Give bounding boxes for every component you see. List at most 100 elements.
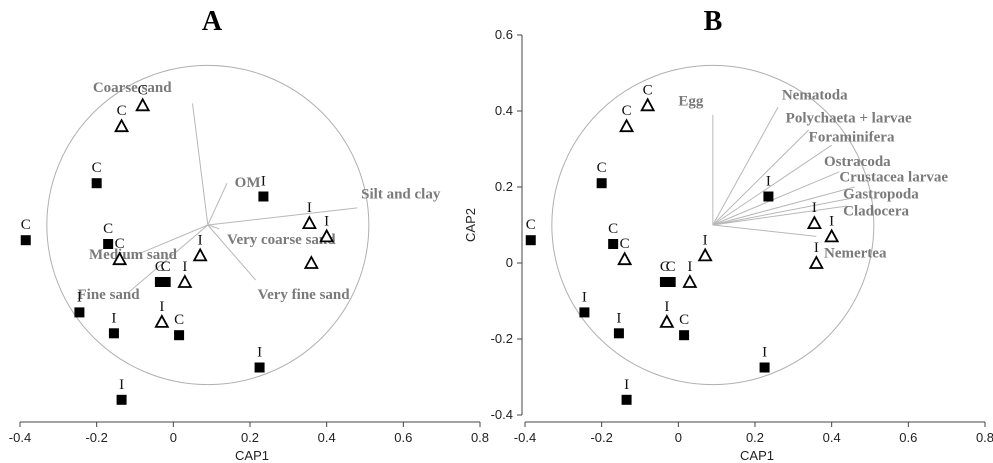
- data-point-square: [108, 328, 119, 339]
- vector-label: Foraminifera: [809, 129, 895, 145]
- x-tick-label: 0.4: [823, 430, 841, 445]
- vector-line: [207, 207, 358, 226]
- x-tick-label: -0.2: [85, 430, 107, 445]
- data-point-square: [103, 239, 114, 249]
- vector-label: Silt and clay: [361, 186, 441, 202]
- vector-line: [134, 224, 209, 256]
- y-tick-label: 0: [506, 255, 513, 270]
- x-tick-label: 0.4: [318, 430, 336, 445]
- y-tick-label: 0.6: [495, 27, 513, 42]
- data-point-square: [679, 330, 690, 341]
- vector-line: [712, 144, 832, 226]
- y-tick-label: 0.4: [495, 103, 513, 118]
- point-label: I: [119, 377, 124, 393]
- vector-label: Ostracoda: [824, 154, 891, 170]
- vector-line: [712, 224, 817, 237]
- point-label: C: [92, 160, 102, 176]
- data-point-square: [74, 307, 85, 318]
- point-label: C: [103, 221, 113, 237]
- vector-line: [207, 224, 257, 281]
- point-label: C: [597, 160, 607, 176]
- x-tick-label: -0.4: [514, 430, 536, 445]
- data-point-square: [608, 239, 619, 249]
- data-point-triangle: [619, 118, 635, 133]
- vector-line: [712, 197, 851, 226]
- vector-line: [712, 205, 848, 226]
- data-point-square: [613, 328, 624, 339]
- point-label: C: [643, 82, 653, 98]
- panel-title: A: [202, 6, 223, 37]
- data-point-square: [525, 235, 536, 246]
- vector-line: [127, 224, 209, 294]
- x-axis-title: CAP1: [235, 448, 269, 463]
- panel-a: A -0.4 -0.2 0 0.2 0.4 0.6 0.8 CAP1 Coarse sand OM S…: [9, 6, 489, 463]
- data-point-square: [621, 394, 632, 405]
- data-point-square: [579, 307, 590, 318]
- point-label: C: [622, 103, 632, 119]
- vector-line: [712, 186, 855, 226]
- vector-label: Very fine sand: [258, 287, 351, 303]
- vector-label: Nematoda: [782, 88, 848, 104]
- data-point-triangle: [303, 255, 319, 269]
- x-tick-label: 0.6: [394, 430, 412, 445]
- data-point-square: [116, 394, 127, 405]
- data-point-triangle: [177, 274, 193, 288]
- point-label: C: [679, 312, 689, 328]
- vector-line: [712, 171, 840, 226]
- point-label: I: [77, 289, 82, 305]
- vector-line: [207, 224, 220, 230]
- point-label: I: [182, 259, 187, 275]
- data-point-triangle: [824, 228, 840, 243]
- point-label: C: [174, 312, 184, 328]
- point-label: I: [257, 345, 262, 361]
- point-label: I: [582, 289, 587, 305]
- data-point-square: [174, 330, 185, 341]
- vector-label: Gastropoda: [843, 186, 919, 202]
- data-point-square: [258, 191, 269, 202]
- correlation-circle: [551, 64, 875, 386]
- vector-label: Coarse sand: [93, 80, 172, 96]
- point-label: I: [829, 213, 834, 229]
- point-label: I: [616, 310, 621, 326]
- point-label: I: [198, 232, 203, 248]
- point-label: I: [624, 377, 629, 393]
- data-point-square: [759, 362, 770, 373]
- panel-title: B: [704, 6, 723, 37]
- vector-label: Very coarse sand: [227, 232, 336, 248]
- point-label: C: [666, 259, 676, 275]
- correlation-circle: [46, 64, 370, 386]
- point-label: I: [159, 299, 164, 315]
- point-label: I: [261, 174, 266, 190]
- point-label: I: [111, 310, 116, 326]
- point-label: I: [766, 174, 771, 190]
- vector-line: [207, 182, 228, 226]
- point-label: I: [687, 259, 692, 275]
- data-point-square: [154, 277, 165, 287]
- vector-label: Cladocera: [843, 204, 909, 220]
- point-label: I: [664, 299, 669, 315]
- x-tick-label: 0.2: [241, 430, 259, 445]
- data-point-square: [763, 191, 774, 202]
- x-axis-title: CAP1: [740, 448, 774, 463]
- y-tick-label: -0.4: [491, 407, 513, 422]
- data-point-triangle: [682, 274, 698, 288]
- point-label: I: [762, 345, 767, 361]
- vector-label: OM: [235, 175, 261, 191]
- data-point-triangle: [192, 247, 208, 262]
- panel-b: B -0.4 -0.2 0 0.2 0.4 0.6 0.8 CAP1 -0.4 -0.2 0 0.2 0.…: [463, 6, 993, 463]
- data-point-square: [254, 362, 265, 373]
- data-point-triangle: [617, 251, 633, 266]
- data-point-square: [20, 235, 31, 246]
- vector-label: Medium sand: [89, 247, 178, 263]
- point-label: I: [814, 240, 819, 256]
- x-tick-label: 0.8: [471, 430, 489, 445]
- point-label: C: [117, 103, 127, 119]
- data-point-square: [160, 277, 171, 287]
- point-label: I: [307, 200, 312, 216]
- x-tick-label: 0.6: [899, 430, 917, 445]
- vector-label: Fine sand: [78, 287, 141, 303]
- data-point-triangle: [808, 255, 824, 269]
- data-point-triangle: [154, 314, 170, 328]
- vector-label: Egg: [678, 93, 704, 109]
